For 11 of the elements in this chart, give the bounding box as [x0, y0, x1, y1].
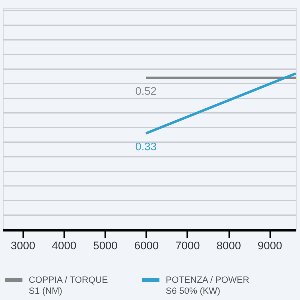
data-label: 0.52 — [135, 86, 157, 98]
data-label: 0.33 — [135, 142, 157, 154]
legend-label: POTENZA / POWER S6 50% (KW) — [166, 275, 250, 296]
x-tick-label: 3000 — [11, 240, 36, 252]
x-tick-label: 5000 — [93, 240, 118, 252]
x-tick-label: 6000 — [134, 240, 159, 252]
x-tick-label: 7000 — [176, 240, 200, 252]
legend-label: COPPIA / TORQUE S1 (NM) — [29, 275, 108, 296]
x-tick-label: 8000 — [216, 240, 242, 252]
x-tick-label: 4000 — [52, 240, 77, 252]
x-tick-label: 9000 — [258, 240, 282, 252]
